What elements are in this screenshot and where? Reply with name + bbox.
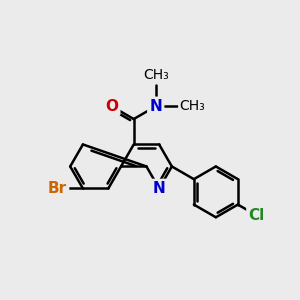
Text: N: N	[153, 181, 166, 196]
Text: O: O	[105, 99, 118, 114]
Text: CH₃: CH₃	[180, 99, 206, 113]
Text: Br: Br	[48, 181, 67, 196]
Text: N: N	[149, 99, 162, 114]
Text: Cl: Cl	[248, 208, 265, 223]
Text: CH₃: CH₃	[143, 68, 169, 83]
